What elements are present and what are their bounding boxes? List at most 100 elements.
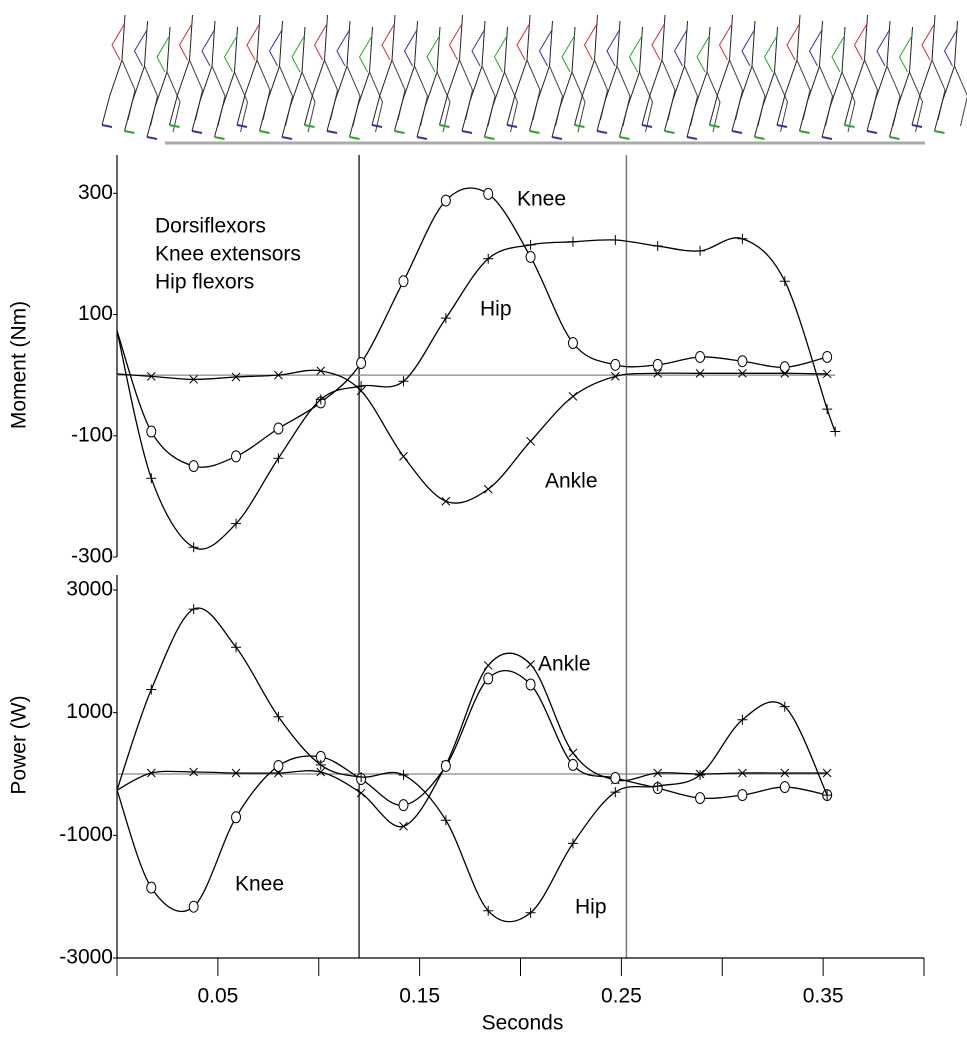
stick-arm [853,22,868,61]
stick-leg [304,14,328,126]
marker [441,496,451,506]
stick-foot [664,130,675,134]
stick-foot [191,130,203,134]
marker [440,815,451,826]
x-axis-label: Seconds [482,1012,564,1035]
stick-leg [256,59,271,121]
marker [356,386,366,396]
stick-leg [596,20,621,132]
marker [273,422,284,435]
stick-foot [619,136,630,140]
marker [483,253,494,264]
stick-arm [831,34,846,73]
series-line [116,607,828,923]
stick-arm [201,28,216,67]
stick-foot [484,136,495,140]
marker [822,404,833,415]
stick-leg [911,14,936,126]
marker [610,787,621,798]
stick-arm [471,28,486,67]
stick-leg [504,71,519,133]
stick-leg [484,26,508,138]
y-tick-label: 3000 [66,578,113,601]
series-label: Ankle [545,470,598,493]
stick-leg [436,71,451,133]
stick-arm [313,22,328,61]
stick-leg [166,71,181,133]
stick-leg [844,14,868,126]
marker [695,368,705,378]
stick-leg [664,20,688,132]
stick-arm [628,34,643,73]
series-label: Knee [235,873,284,896]
stick-arm [336,28,351,67]
marker [568,748,578,758]
marker [525,239,536,250]
stick-leg [349,26,373,138]
stick-foot [371,124,383,128]
stick-leg [866,20,891,132]
marker [822,369,832,379]
marker [189,767,199,777]
marker [653,768,663,778]
stick-arm [718,22,733,61]
stick-leg [121,59,136,121]
stick-leg [124,20,148,132]
stick-foot [686,136,698,140]
stick-foot [866,130,878,134]
stick-foot [214,136,225,140]
marker [567,236,578,247]
marker [780,768,790,778]
stick-leg [934,20,958,132]
marker [273,711,284,722]
marker [695,769,706,780]
marker [273,453,284,464]
marker [695,792,706,805]
stick-leg [841,71,856,133]
marker [525,907,536,918]
series-line [116,237,836,550]
marker [653,368,663,378]
marker [483,484,493,494]
stick-foot [731,130,743,134]
stick-leg [594,59,609,121]
stick-leg [211,65,226,127]
marker [146,425,157,438]
stick-leg [661,59,676,121]
stick-leg [549,65,564,127]
stick-leg [461,20,486,132]
stick-arm [786,22,801,61]
stick-foot [461,130,473,134]
stick-foot [529,130,540,134]
marker [440,313,451,324]
stick-arm [696,34,711,73]
stick-leg [909,71,924,133]
marker [356,357,367,370]
stick-leg [281,26,306,138]
stick-leg [619,26,643,138]
marker [399,452,408,461]
y-tick-label: -100 [71,423,113,446]
stick-foot [124,130,135,134]
marker [356,772,367,783]
y-axis-label: Moment (Nm) [8,301,31,429]
marker [188,900,199,913]
marker [822,350,833,363]
marker [231,811,242,824]
marker [738,768,747,778]
stick-foot [574,124,585,128]
marker [398,769,409,780]
marker [146,768,156,778]
marker [779,701,790,712]
stick-foot [889,136,900,140]
stick-leg [214,26,238,138]
stick-arm [246,22,261,61]
marker [695,350,706,363]
marker [652,241,663,252]
stick-arm [943,28,958,67]
y-tick-label: -300 [71,545,113,568]
marker [231,450,242,463]
stick-leg [191,20,216,132]
stick-leg [189,59,204,121]
